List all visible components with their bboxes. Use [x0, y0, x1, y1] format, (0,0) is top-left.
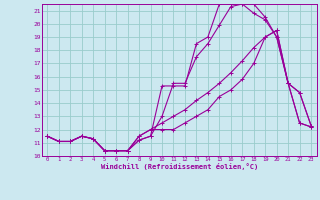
X-axis label: Windchill (Refroidissement éolien,°C): Windchill (Refroidissement éolien,°C) [100, 163, 258, 170]
